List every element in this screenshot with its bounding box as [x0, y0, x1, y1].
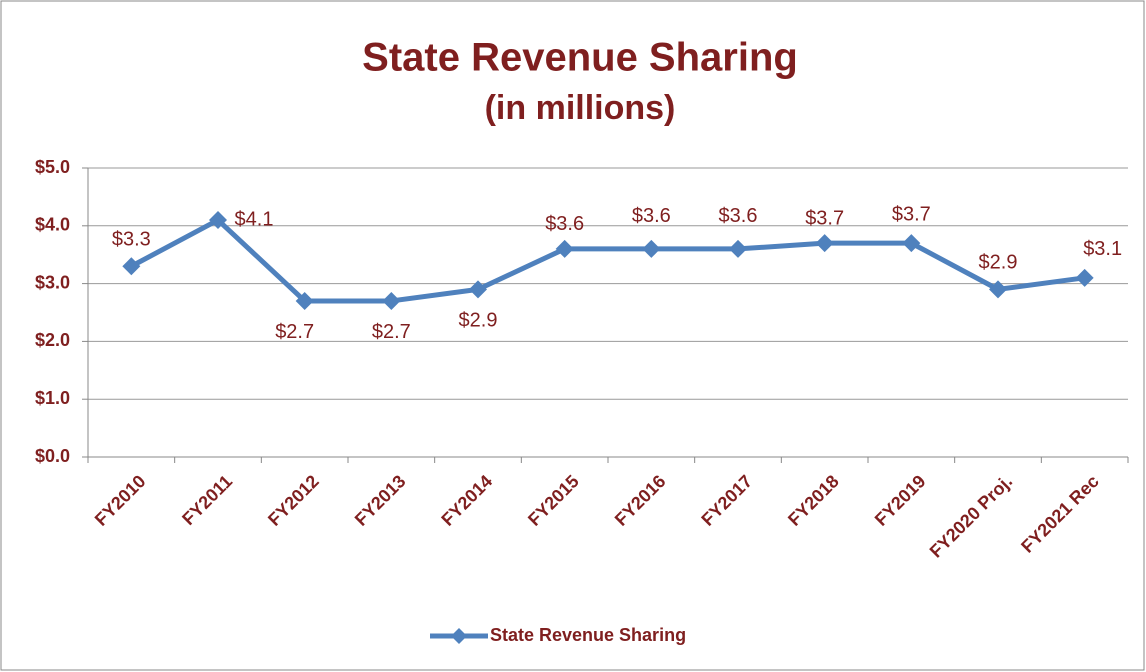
- y-tick-label: $2.0: [35, 330, 70, 350]
- data-label: $3.6: [545, 213, 584, 235]
- y-tick-label: $4.0: [35, 215, 70, 235]
- point: [902, 234, 921, 253]
- legend-marker: [451, 628, 467, 644]
- chart-subtitle: (in millions): [485, 89, 676, 127]
- point: [729, 239, 747, 258]
- data-label: $3.3: [112, 229, 151, 251]
- point: [209, 211, 227, 230]
- point: [382, 291, 401, 310]
- y-tick-label: $0.0: [35, 446, 70, 466]
- point: [122, 257, 141, 276]
- data-label: $3.7: [892, 203, 931, 225]
- data-label: $3.7: [805, 207, 844, 229]
- chart-title: State Revenue Sharing: [362, 36, 798, 80]
- data-label: $3.6: [719, 205, 758, 227]
- point: [555, 239, 574, 258]
- point: [295, 291, 314, 310]
- data-label: $2.7: [275, 321, 314, 343]
- y-tick-label: $5.0: [35, 157, 70, 177]
- data-label: $2.7: [372, 321, 411, 343]
- y-tick-label: $1.0: [35, 388, 70, 408]
- point: [815, 234, 834, 253]
- data-label: $2.9: [979, 252, 1018, 274]
- point: [642, 239, 661, 258]
- legend-label: State Revenue Sharing: [490, 625, 686, 645]
- y-tick-label: $3.0: [35, 272, 70, 292]
- point: [989, 280, 1007, 299]
- data-label: $3.6: [632, 205, 671, 227]
- series-line: [130, 217, 1086, 304]
- point: [469, 280, 487, 299]
- point: [1075, 268, 1094, 287]
- data-label: $2.9: [459, 310, 498, 332]
- data-label: $3.1: [1083, 238, 1122, 260]
- data-label: $4.1: [235, 208, 274, 230]
